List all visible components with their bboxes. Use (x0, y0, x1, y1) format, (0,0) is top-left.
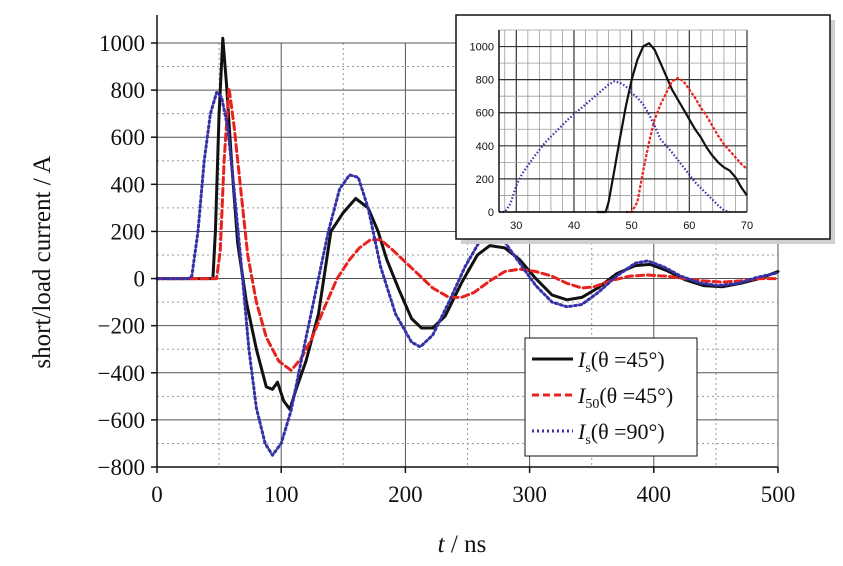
inset-axes (498, 30, 747, 213)
inset-series-line-1 (625, 76, 748, 214)
y-tick-label: −200 (98, 314, 145, 339)
inset-x-tick-label: 50 (626, 220, 638, 232)
inset-y-tick-label: 1000 (470, 42, 494, 54)
legend-subscript: s (585, 433, 590, 448)
inset-y-tick-label: 0 (488, 207, 494, 219)
legend-subscript: s (585, 361, 590, 376)
inset-series-line-2 (499, 80, 731, 214)
inset-series-group (499, 42, 748, 214)
y-tick-label: 600 (111, 125, 146, 150)
y-tick-label: 1000 (99, 31, 145, 56)
legend-symbol: I (577, 383, 587, 408)
legend-condition: (θ =90°) (591, 419, 665, 444)
y-tick-label: 400 (111, 172, 146, 197)
y-tick-label: −400 (98, 361, 145, 386)
y-tick-label: 200 (111, 219, 146, 244)
x-tick-label: 0 (151, 482, 163, 507)
x-axis-variable: t (438, 531, 446, 558)
legend-symbol: I (577, 347, 587, 372)
inset-tick-labels: 0 200 400 600 800 1000 30 40 50 60 70 (470, 42, 754, 232)
legend-label-0: Is(θ =45°) (577, 347, 665, 376)
legend-symbol: I (577, 419, 587, 444)
x-tick-label: 400 (637, 482, 672, 507)
legend-label-2: Is(θ =90°) (577, 419, 665, 448)
x-tick-label: 200 (388, 482, 423, 507)
x-axis-unit: / ns (445, 531, 487, 558)
inset-y-tick-label: 800 (476, 75, 494, 87)
y-tick-label: −600 (98, 408, 145, 433)
series-line-2 (155, 91, 780, 457)
y-tick-label: 0 (134, 267, 146, 292)
inset-y-tick-label: 400 (476, 141, 494, 153)
inset-x-tick-label: 40 (568, 220, 580, 232)
inset-x-tick-label: 30 (510, 220, 522, 232)
legend-label-1: I50(θ =45°) (577, 383, 673, 412)
main-series-group (155, 36, 780, 457)
inset-x-tick-label: 60 (683, 220, 695, 232)
inset-y-tick-label: 600 (476, 108, 494, 120)
inset-gridlines (499, 29, 748, 213)
legend-condition: (θ =45°) (599, 383, 673, 408)
x-tick-label: 300 (512, 482, 547, 507)
legend: Is(θ =45°)I50(θ =45°)Is(θ =90°) (524, 337, 698, 457)
series-line-1 (155, 86, 780, 372)
legend-condition: (θ =45°) (591, 347, 665, 372)
inset-x-tick-label: 70 (741, 220, 753, 232)
inset-plot: 0 200 400 600 800 1000 30 40 50 60 70 (455, 14, 835, 244)
main-axes (151, 15, 779, 473)
y-tick-label: −800 (98, 455, 145, 480)
inset-y-tick-label: 200 (476, 174, 494, 186)
x-axis-title: t / ns (438, 531, 487, 558)
inset-series-line-0 (597, 42, 748, 214)
y-axis-title: short/load current / A (29, 155, 56, 368)
y-tick-label: 800 (111, 78, 146, 103)
legend-subscript: 50 (585, 397, 599, 412)
x-tick-label: 100 (264, 482, 299, 507)
x-tick-label: 500 (761, 482, 796, 507)
